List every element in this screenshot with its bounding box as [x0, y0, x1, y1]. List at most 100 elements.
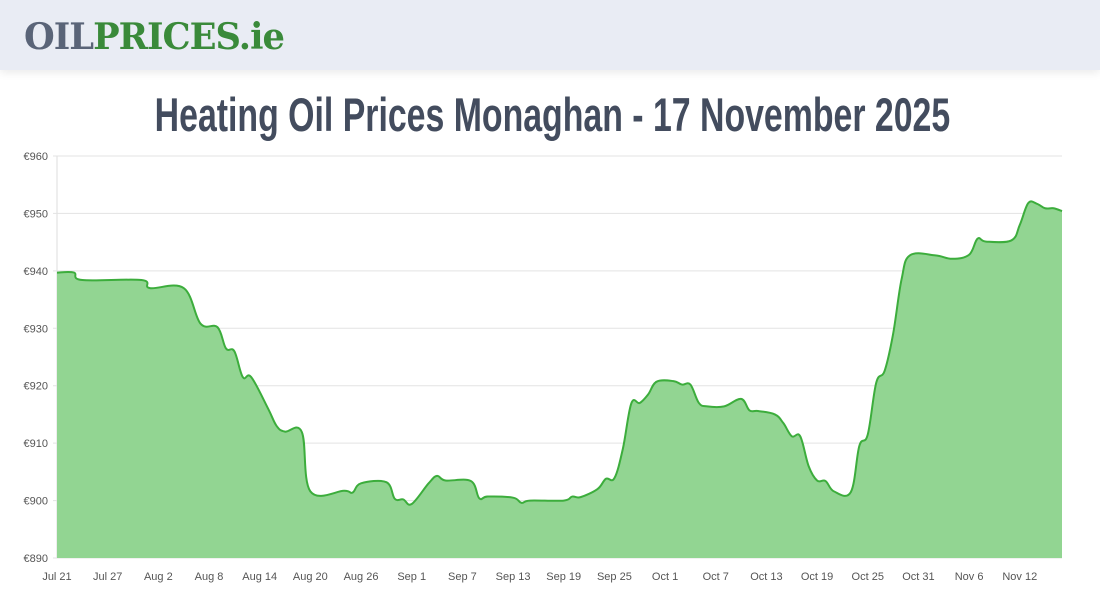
- data-point[interactable]: [637, 400, 643, 406]
- data-point[interactable]: [307, 488, 313, 494]
- data-point[interactable]: [831, 488, 837, 494]
- data-point[interactable]: [223, 345, 229, 351]
- data-point[interactable]: [358, 480, 364, 486]
- y-tick-label: €940: [24, 266, 48, 278]
- x-tick-label: Oct 19: [801, 571, 833, 583]
- data-point[interactable]: [181, 285, 187, 291]
- data-point[interactable]: [671, 378, 677, 384]
- logo-oil: OIL: [24, 16, 94, 58]
- x-tick-label: Oct 1: [652, 571, 678, 583]
- data-point[interactable]: [510, 495, 516, 501]
- data-point[interactable]: [409, 501, 415, 507]
- y-tick-label: €920: [24, 381, 48, 393]
- data-point[interactable]: [248, 374, 254, 380]
- x-tick-label: Oct 31: [902, 571, 934, 583]
- data-point[interactable]: [138, 277, 144, 283]
- data-point[interactable]: [890, 331, 896, 337]
- data-point[interactable]: [654, 379, 660, 385]
- data-point[interactable]: [468, 478, 474, 484]
- data-point[interactable]: [806, 463, 812, 469]
- site-logo[interactable]: OILPRICES.ie: [24, 14, 285, 60]
- data-point[interactable]: [561, 498, 567, 504]
- data-point[interactable]: [282, 429, 288, 435]
- data-point[interactable]: [299, 429, 305, 435]
- data-point[interactable]: [856, 443, 862, 449]
- data-point[interactable]: [214, 324, 220, 330]
- data-point[interactable]: [907, 252, 913, 258]
- data-point[interactable]: [595, 486, 601, 492]
- data-point[interactable]: [755, 408, 761, 414]
- data-point[interactable]: [645, 391, 651, 397]
- data-point[interactable]: [1008, 237, 1014, 243]
- data-point[interactable]: [932, 252, 938, 258]
- data-point[interactable]: [231, 348, 237, 354]
- data-point[interactable]: [738, 396, 744, 402]
- data-point[interactable]: [797, 433, 803, 439]
- data-point[interactable]: [198, 321, 204, 327]
- data-point[interactable]: [1051, 205, 1057, 211]
- data-point[interactable]: [1017, 222, 1023, 228]
- data-point[interactable]: [721, 403, 727, 409]
- x-axis-ticks: Jul 21 Jul 27 Aug 2 Aug 8 Aug 14 Aug 20 Aug 26…: [42, 571, 1037, 583]
- data-point[interactable]: [1025, 200, 1031, 206]
- data-point[interactable]: [679, 382, 685, 388]
- x-tick-label: Aug 26: [344, 571, 379, 583]
- data-point[interactable]: [569, 494, 575, 500]
- data-point[interactable]: [392, 496, 398, 502]
- data-point[interactable]: [426, 480, 432, 486]
- data-point[interactable]: [789, 433, 795, 439]
- data-point[interactable]: [603, 476, 609, 482]
- data-point[interactable]: [704, 403, 710, 409]
- data-point[interactable]: [400, 496, 406, 502]
- x-tick-label: Nov 12: [1002, 571, 1037, 583]
- data-point[interactable]: [966, 252, 972, 258]
- data-point[interactable]: [823, 478, 829, 484]
- data-point[interactable]: [696, 400, 702, 406]
- data-point[interactable]: [882, 368, 888, 374]
- data-point[interactable]: [1042, 205, 1048, 211]
- data-point[interactable]: [274, 423, 280, 429]
- x-tick-label: Jul 27: [93, 571, 122, 583]
- data-point[interactable]: [434, 473, 440, 479]
- data-point[interactable]: [687, 382, 693, 388]
- y-tick-label: €960: [24, 151, 48, 163]
- data-point[interactable]: [476, 495, 482, 501]
- data-point[interactable]: [578, 494, 584, 500]
- data-point[interactable]: [383, 479, 389, 485]
- x-tick-label: Aug 8: [195, 571, 224, 583]
- data-point[interactable]: [485, 494, 491, 500]
- data-point[interactable]: [983, 239, 989, 245]
- data-point[interactable]: [341, 488, 347, 494]
- data-point[interactable]: [1059, 208, 1065, 214]
- data-point[interactable]: [79, 277, 85, 283]
- data-point[interactable]: [747, 407, 753, 413]
- data-point[interactable]: [71, 270, 77, 276]
- data-point[interactable]: [350, 490, 356, 496]
- price-area: [57, 201, 1062, 558]
- data-point[interactable]: [780, 420, 786, 426]
- data-point[interactable]: [814, 477, 820, 483]
- data-point[interactable]: [949, 256, 955, 262]
- data-point[interactable]: [975, 236, 981, 242]
- x-tick-label: Sep 19: [546, 571, 581, 583]
- price-line: [56, 200, 1063, 506]
- data-point[interactable]: [442, 477, 448, 483]
- data-point[interactable]: [899, 276, 905, 282]
- data-point[interactable]: [518, 500, 524, 506]
- data-point[interactable]: [54, 270, 60, 276]
- data-point[interactable]: [865, 432, 871, 438]
- data-point[interactable]: [611, 475, 617, 481]
- data-point[interactable]: [240, 374, 246, 380]
- x-tick-label: Oct 7: [703, 571, 729, 583]
- data-point[interactable]: [265, 406, 271, 412]
- data-point[interactable]: [772, 411, 778, 417]
- data-point[interactable]: [873, 380, 879, 386]
- data-point[interactable]: [848, 489, 854, 495]
- data-point[interactable]: [147, 285, 153, 291]
- y-axis-ticks: €890 €900 €910 €920 €930 €940 €950 €960: [24, 151, 48, 565]
- data-point[interactable]: [1034, 201, 1040, 207]
- data-point[interactable]: [527, 498, 533, 504]
- data-point[interactable]: [628, 401, 634, 407]
- data-point[interactable]: [620, 446, 626, 452]
